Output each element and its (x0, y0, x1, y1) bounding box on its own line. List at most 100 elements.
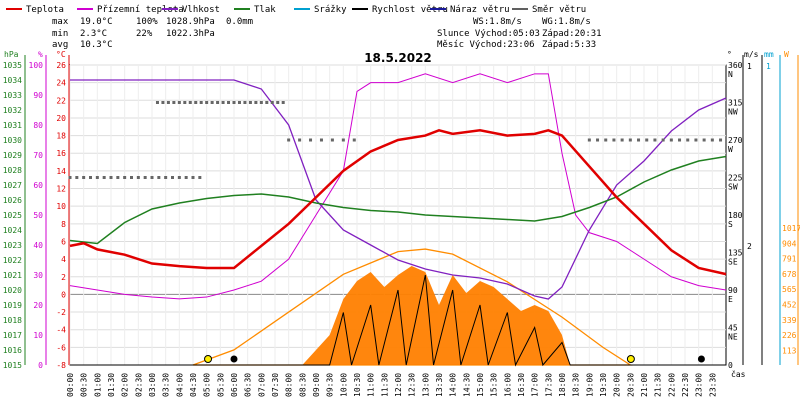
y-tick-label: -8 (56, 361, 66, 370)
x-tick-label: 07:00 (257, 373, 266, 397)
legend-label: Přízemní teplota (97, 5, 184, 15)
wind-direction-point (68, 176, 72, 179)
y-tick-label: 90 (728, 286, 738, 295)
wind-direction-point (710, 138, 714, 142)
axis-unit-label: m/s (744, 50, 759, 59)
wind-direction-point (116, 176, 120, 179)
x-tick-label: 01:30 (107, 373, 116, 397)
y-tick-label: 1022 (3, 256, 22, 265)
solar-radiation-area (302, 266, 571, 365)
x-tick-label: 18:30 (572, 373, 581, 397)
wind-direction-point (89, 176, 92, 179)
x-tick-label: 19:30 (599, 373, 608, 397)
x-tick-label: 10:00 (339, 373, 348, 397)
wind-direction-point (661, 138, 665, 142)
info-ws: WS:1.8m/s (473, 17, 522, 27)
legend-label: Srážky (314, 5, 347, 15)
x-tick-label: 10:30 (353, 373, 362, 397)
wind-direction-point (604, 138, 608, 142)
y-tick-label: 14 (56, 167, 66, 176)
wind-direction-point (205, 101, 209, 104)
x-tick-label: 21:30 (654, 373, 663, 397)
x-tick-label: 14:30 (462, 373, 471, 397)
humidity-line (70, 79, 727, 300)
wind-direction-point (612, 138, 616, 142)
wind-direction-point (172, 101, 176, 104)
y-tick-label: 1025 (3, 211, 22, 220)
axis-unit-label: hPa (4, 50, 19, 59)
wind-speed-line (70, 274, 726, 367)
y-tick-label: 0 (728, 361, 733, 370)
y-tick-label: 100 (29, 61, 44, 70)
astro-info: WS:1.8m/s WG:1.8m/s Slunce Východ:05:03 … (437, 17, 602, 50)
y-tick-label: 50 (33, 211, 43, 220)
wind-direction-point (136, 176, 140, 179)
wind-direction-point (184, 176, 188, 179)
x-tick-label: 23:30 (708, 373, 717, 397)
wind-direction-point (270, 101, 274, 104)
y-tick-label: 18 (56, 132, 66, 141)
y-tick-label: 904 (782, 239, 797, 248)
wind-direction-point (259, 101, 263, 104)
x-tick-label: 12:30 (408, 373, 417, 397)
stats-avg-temp: 10.3°C (80, 40, 113, 50)
wind-direction-point (352, 138, 356, 142)
x-tick-label: 20:30 (626, 373, 635, 397)
y-tick-label: -2 (56, 308, 66, 317)
y-tick-label: 360 (728, 61, 743, 70)
y-tick-label: 1020 (3, 286, 22, 295)
wind-direction-point (620, 138, 624, 142)
y-tick-label: SW (728, 183, 738, 192)
y-tick-label: 113 (782, 346, 797, 355)
axis-unit-label: % (38, 50, 43, 59)
wind-direction-point (309, 138, 313, 142)
y-tick-label: 1 (747, 62, 752, 71)
x-tick-label: 00:30 (80, 373, 89, 397)
y-tick-label: 1018 (3, 316, 22, 325)
axis-unit-label: mm (764, 50, 774, 59)
wind-direction-point (143, 176, 147, 179)
y-tick-label: 452 (782, 301, 797, 310)
y-tick-label: 30 (33, 271, 43, 280)
wind-direction-point (287, 138, 291, 142)
wind-direction-point (157, 176, 161, 179)
ground-temperature-line (69, 73, 727, 300)
stats-max-rain: 0.0mm (226, 17, 253, 27)
wind-direction-point (227, 101, 231, 104)
y-tick-label: 0 (38, 361, 43, 370)
stats-min-press: 1022.3hPa (166, 29, 215, 39)
wind-direction-point (191, 176, 195, 179)
y-tick-label: 791 (782, 255, 797, 264)
wind-direction-point (248, 101, 252, 104)
wind-direction-point (669, 138, 673, 142)
y-tick-label: 1021 (3, 271, 22, 280)
wind-direction-point (341, 138, 345, 142)
x-tick-label: 21:00 (640, 373, 649, 397)
wind-direction-point (596, 138, 600, 142)
wind-direction-point (265, 101, 269, 104)
x-tick-label: 16:00 (503, 373, 512, 397)
sunrise-icon (204, 355, 213, 363)
x-tick-label: 16:30 (517, 373, 526, 397)
y-tick-label: 1026 (3, 196, 22, 205)
x-tick-label: 15:00 (476, 373, 485, 397)
info-sun: Slunce Východ:05:03 (437, 29, 540, 39)
x-tick-label: 09:00 (312, 373, 321, 397)
y-tick-label: S (728, 220, 733, 229)
moonrise-icon (697, 355, 705, 363)
wind-direction-point (166, 101, 170, 104)
x-tick-label: 04:00 (175, 373, 184, 397)
y-tick-label: 12 (56, 185, 66, 194)
wind-direction-point (164, 176, 168, 179)
wind-direction-point (82, 176, 86, 179)
legend-label: Tlak (254, 5, 276, 15)
temperature-line (69, 128, 727, 276)
stats-min-label: min (52, 29, 68, 39)
wind-direction-point (210, 101, 214, 104)
wind-direction-point (216, 101, 220, 104)
info-wg: WG:1.8m/s (542, 17, 591, 27)
stats-max-temp: 19.0°C (80, 17, 113, 27)
wind-direction-point (702, 138, 706, 142)
y-tick-label: 1030 (3, 136, 22, 145)
x-tick-label: 08:00 (285, 373, 294, 397)
